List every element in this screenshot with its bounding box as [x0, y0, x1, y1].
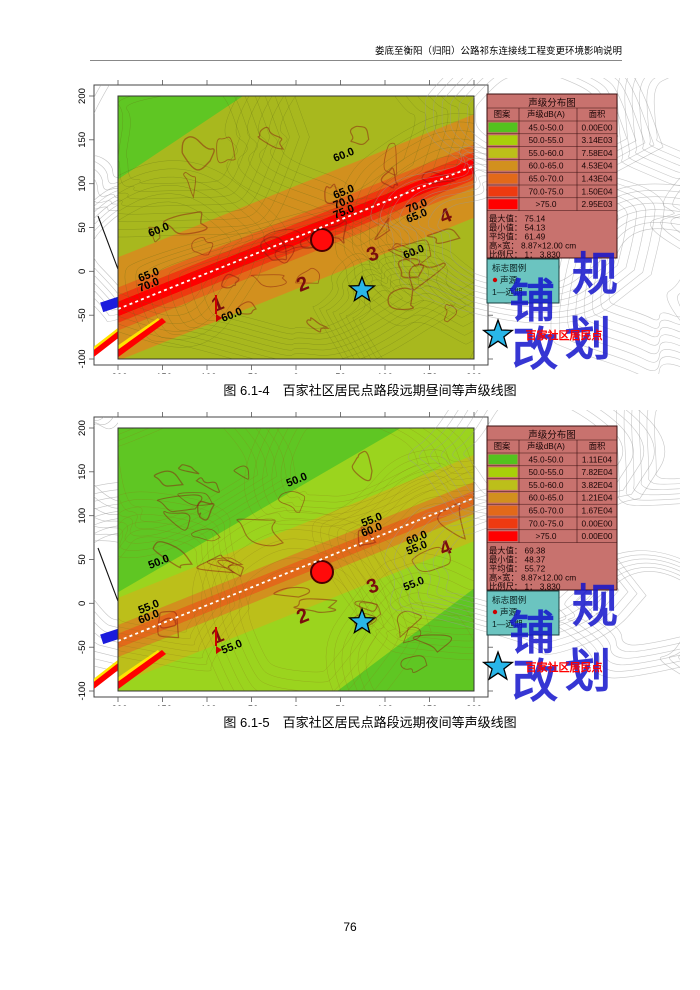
- svg-text:比例尺： 1： 3,830: 比例尺： 1： 3,830: [489, 582, 561, 592]
- svg-text:200: 200: [77, 420, 88, 436]
- svg-text:面积: 面积: [589, 441, 606, 451]
- svg-text:4.53E04: 4.53E04: [582, 161, 613, 171]
- svg-text:150: 150: [77, 132, 88, 148]
- svg-text:声级分布图: 声级分布图: [528, 97, 576, 109]
- svg-text:100: 100: [377, 704, 393, 706]
- svg-text:50: 50: [335, 372, 346, 374]
- svg-text:100: 100: [77, 176, 88, 192]
- svg-text:0: 0: [77, 269, 88, 274]
- svg-text:>75.0: >75.0: [536, 199, 557, 209]
- svg-text:100: 100: [377, 372, 393, 374]
- svg-text:-100: -100: [77, 681, 88, 700]
- svg-text:150: 150: [77, 464, 88, 480]
- svg-text:-200: -200: [108, 372, 127, 374]
- svg-text:-200: -200: [108, 704, 127, 706]
- svg-text:>75.0: >75.0: [536, 531, 557, 541]
- svg-text:100: 100: [77, 508, 88, 524]
- svg-text:50.0-55.0: 50.0-55.0: [528, 467, 563, 477]
- svg-text:百家社区居民点: 百家社区居民点: [526, 328, 603, 342]
- svg-text:50: 50: [77, 554, 88, 565]
- svg-text:200: 200: [77, 88, 88, 104]
- svg-text:1.43E04: 1.43E04: [582, 174, 613, 184]
- svg-text:60.0-65.0: 60.0-65.0: [528, 161, 563, 171]
- svg-text:7.82E04: 7.82E04: [582, 467, 613, 477]
- svg-text:1.21E04: 1.21E04: [582, 493, 613, 503]
- svg-text:2.95E03: 2.95E03: [582, 199, 613, 209]
- svg-text:铺: 铺: [509, 607, 555, 659]
- svg-text:1.11E04: 1.11E04: [582, 454, 613, 464]
- svg-text:-50: -50: [245, 704, 259, 706]
- svg-text:声级dB(A): 声级dB(A): [527, 441, 565, 451]
- svg-text:3.14E03: 3.14E03: [582, 135, 613, 145]
- svg-text:图案: 图案: [494, 441, 511, 451]
- svg-text:声级dB(A): 声级dB(A): [527, 109, 565, 119]
- svg-text:0.00E00: 0.00E00: [582, 531, 613, 541]
- svg-text:标志图例: 标志图例: [492, 262, 526, 273]
- svg-text:50: 50: [335, 704, 346, 706]
- svg-text:55.0-60.0: 55.0-60.0: [528, 480, 563, 490]
- svg-text:70.0-75.0: 70.0-75.0: [528, 186, 563, 196]
- svg-text:0.00E00: 0.00E00: [582, 518, 613, 528]
- svg-text:-100: -100: [197, 704, 216, 706]
- svg-text:50.0-55.0: 50.0-55.0: [528, 135, 563, 145]
- svg-text:70.0-75.0: 70.0-75.0: [528, 518, 563, 528]
- svg-text:标志图例: 标志图例: [492, 594, 526, 605]
- svg-text:百家社区居民点: 百家社区居民点: [526, 660, 603, 674]
- svg-text:-150: -150: [153, 372, 172, 374]
- svg-text:0.00E00: 0.00E00: [582, 122, 613, 132]
- svg-text:0: 0: [77, 601, 88, 606]
- svg-text:45.0-50.0: 45.0-50.0: [528, 122, 563, 132]
- svg-text:60.0-65.0: 60.0-65.0: [528, 493, 563, 503]
- svg-text:7.58E04: 7.58E04: [582, 148, 613, 158]
- svg-text:-100: -100: [197, 372, 216, 374]
- svg-text:50: 50: [77, 222, 88, 233]
- svg-text:45.0-50.0: 45.0-50.0: [528, 454, 563, 464]
- svg-text:声级分布图: 声级分布图: [528, 429, 576, 441]
- svg-text:-50: -50: [77, 640, 88, 654]
- svg-text:1.67E04: 1.67E04: [582, 506, 613, 516]
- svg-text:比例尺： 1： 3,830: 比例尺： 1： 3,830: [489, 250, 561, 260]
- svg-text:200: 200: [466, 704, 482, 706]
- svg-text:0: 0: [293, 372, 298, 374]
- svg-text:150: 150: [422, 704, 438, 706]
- svg-text:-150: -150: [153, 704, 172, 706]
- svg-text:1.50E04: 1.50E04: [582, 186, 613, 196]
- svg-text:-100: -100: [77, 349, 88, 368]
- svg-text:规: 规: [572, 248, 618, 300]
- svg-text:面积: 面积: [589, 109, 606, 119]
- svg-text:3.82E04: 3.82E04: [582, 480, 613, 490]
- svg-text:规: 规: [572, 580, 618, 632]
- svg-text:65.0-70.0: 65.0-70.0: [528, 506, 563, 516]
- svg-text:200: 200: [466, 372, 482, 374]
- svg-text:150: 150: [422, 372, 438, 374]
- svg-text:图案: 图案: [494, 109, 511, 119]
- svg-text:55.0-60.0: 55.0-60.0: [528, 148, 563, 158]
- svg-text:铺: 铺: [509, 275, 555, 327]
- svg-text:65.0-70.0: 65.0-70.0: [528, 174, 563, 184]
- svg-text:-50: -50: [245, 372, 259, 374]
- svg-text:-50: -50: [77, 308, 88, 322]
- svg-text:0: 0: [293, 704, 298, 706]
